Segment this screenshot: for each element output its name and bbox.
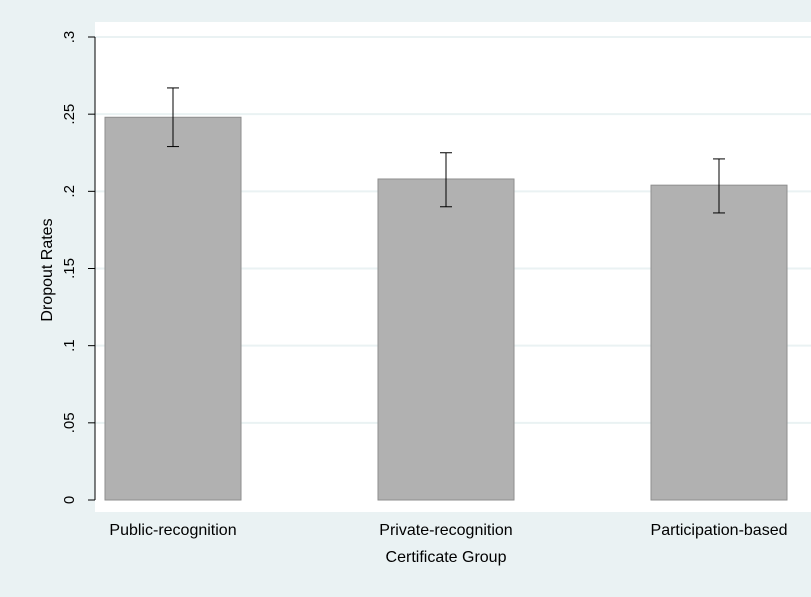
y-tick-labels: 0 .05 .1 .15 .2 .25 .3 <box>61 31 78 504</box>
y-axis <box>88 36 96 501</box>
x-tick-label: Private-recognition <box>379 522 512 539</box>
y-axis-label: Dropout Rates <box>39 218 56 321</box>
bar <box>377 178 515 501</box>
y-tick-label: .2 <box>61 185 78 198</box>
y-tick-label: 0 <box>61 496 78 504</box>
error-bars <box>167 87 725 214</box>
x-tick-labels: Public-recognition Private-recognition Par… <box>109 522 787 539</box>
y-tick-label: .05 <box>61 412 78 433</box>
bars <box>104 116 788 501</box>
y-tick-label: .1 <box>61 339 78 352</box>
x-tick-label: Public-recognition <box>109 522 236 539</box>
x-tick-label: Participation-based <box>651 522 788 539</box>
y-tick-label: .15 <box>61 258 78 279</box>
bar <box>650 184 788 501</box>
x-axis-label: Certificate Group <box>386 549 507 566</box>
bar <box>104 116 242 501</box>
y-tick-label: .3 <box>61 31 78 44</box>
y-tick-label: .25 <box>61 104 78 125</box>
